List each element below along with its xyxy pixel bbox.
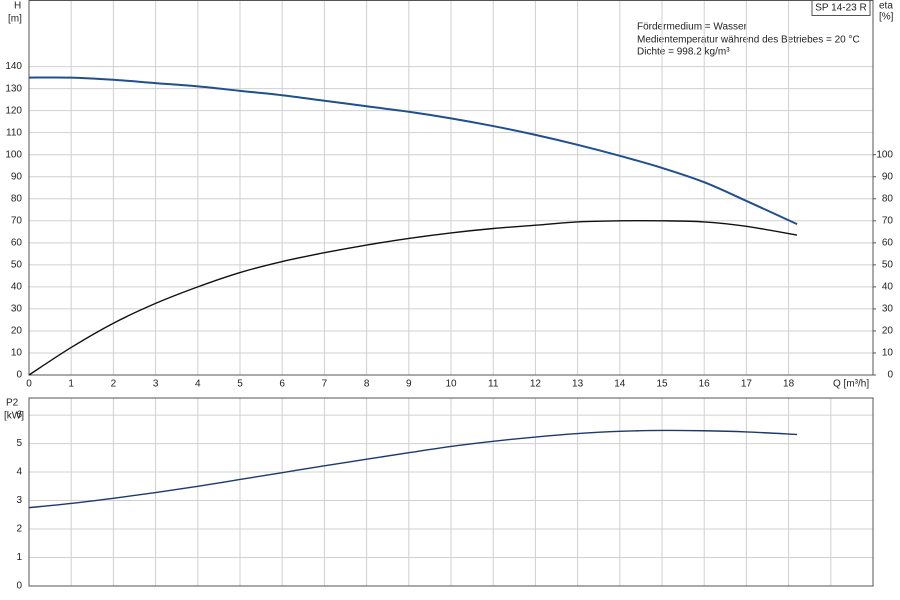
annotation: Fördermedium = Wasser [637,22,748,33]
y2-axis-title: eta [879,1,893,12]
y2-tick-label: 40 [882,282,894,293]
y2-tick-label: 0 [887,370,893,381]
x-tick-label: 2 [111,379,117,390]
y2-tick-label: 30 [882,304,894,315]
y2-tick-label: 80 [882,193,894,204]
y-tick-label: 110 [6,127,22,138]
y2-tick-label: 50 [882,259,894,270]
plot-frame [28,397,874,587]
y-tick-label: 2 [16,524,22,535]
y-tick-label: 80 [11,193,23,204]
y-tick-label: 4 [16,467,22,478]
y-tick-label: 50 [11,259,23,270]
y-tick-label: 140 [5,61,22,72]
y-axis-title: H [14,1,21,12]
x-tick-label: 17 [741,379,753,390]
y-tick-label: 10 [11,348,23,359]
y-tick-label: 6 [16,410,22,421]
y-tick-label: 120 [5,105,22,116]
y-tick-label: 5 [16,438,22,449]
x-tick-label: 18 [783,379,795,390]
x-tick-label: 3 [153,379,159,390]
annotation: Dichte = 998.2 kg/m³ [637,47,730,58]
y2-tick-label: 100 [876,149,893,160]
x-tick-label: 16 [699,379,711,390]
y2-axis-unit: [%] [879,12,894,23]
plot-frame [28,0,874,376]
y-tick-label: 70 [11,215,23,226]
x-tick-label: 15 [656,379,668,390]
y-tick-label: 3 [16,495,22,506]
x-tick-label: 7 [322,379,328,390]
y-tick-label: 20 [11,326,23,337]
x-tick-label: 0 [26,379,32,390]
y2-tick-label: 10 [882,348,894,359]
x-axis-title: Q [m³/h] [833,379,869,390]
y-tick-label: 60 [11,237,23,248]
y2-tick-label: 70 [882,215,894,226]
x-tick-label: 1 [68,379,74,390]
y-axis-unit: [kW] [4,411,24,422]
x-tick-label: 14 [614,379,626,390]
y-tick-label: 40 [11,282,23,293]
x-tick-label: 13 [572,379,584,390]
y-tick-label: 0 [16,581,22,592]
tag: SP 14-23 R [815,3,867,14]
y2-tick-label: 90 [882,171,894,182]
y2-tick-label: 60 [882,237,894,248]
annotation: Medientemperatur während des Betriebes =… [637,35,860,46]
x-tick-label: 10 [445,379,457,390]
y-tick-label: 100 [5,149,22,160]
y-tick-label: 1 [16,552,22,563]
x-tick-label: 8 [364,379,370,390]
y-axis-title: P2 [6,398,19,409]
y2-tick-label: 20 [882,326,894,337]
x-tick-label: 11 [488,379,499,390]
curve [28,76,798,226]
x-tick-label: 4 [195,379,201,390]
x-tick-label: 6 [279,379,285,390]
y-tick-label: 30 [11,304,23,315]
x-tick-label: 12 [530,379,542,390]
x-tick-label: 9 [406,379,412,390]
y-tick-label: 90 [11,171,23,182]
y-tick-label: 130 [5,83,22,94]
y-axis-unit: [m] [8,14,22,25]
x-tick-label: 5 [237,379,243,390]
y-tick-label: 0 [16,370,22,381]
curve [28,429,798,509]
curve [28,219,798,376]
